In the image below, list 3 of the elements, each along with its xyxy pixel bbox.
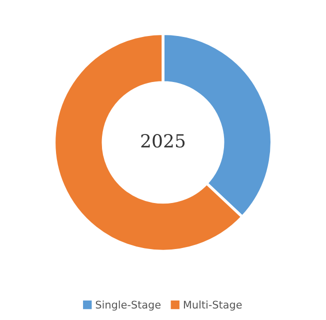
legend-label: Single-Stage (96, 300, 161, 311)
legend-label: Multi-Stage (184, 300, 242, 311)
text: 2025 (141, 134, 185, 148)
